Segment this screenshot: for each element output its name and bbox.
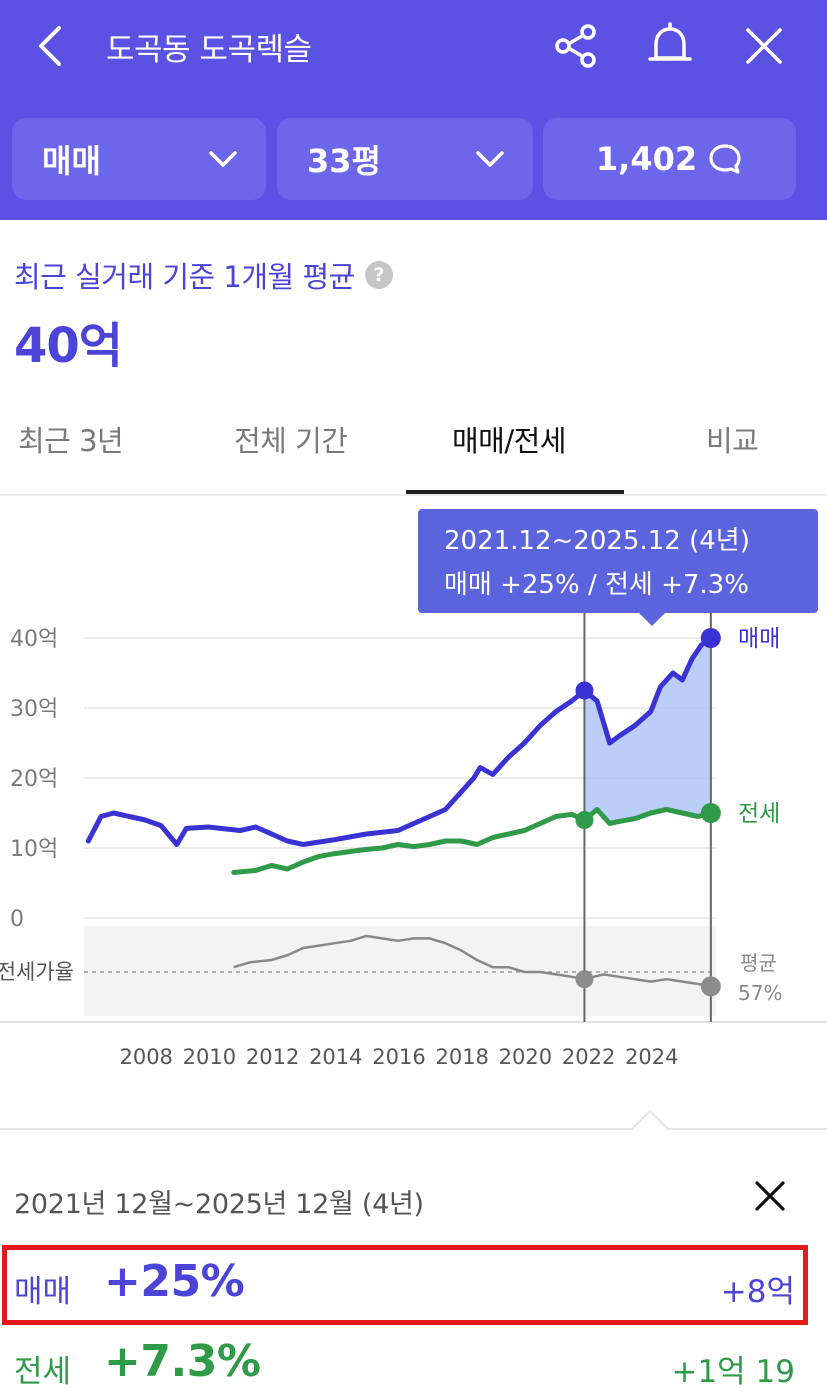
page-title: 도곡동 도곡렉슬	[106, 32, 312, 68]
price-basis-label: 최근 실거래 기준 1개월 평균 ?	[14, 254, 393, 296]
jeonse-change-row: 전세 +7.3% +1억 19	[0, 1326, 827, 1393]
tab-full-period[interactable]: 전체 기간	[234, 424, 348, 458]
help-icon[interactable]: ?	[364, 261, 393, 289]
jeonse-amount: +1억 19	[671, 1354, 795, 1390]
sale-change-row: 매매 +25% +8억	[0, 1246, 827, 1326]
detail-divider	[0, 1128, 827, 1130]
y-tick-label: 20억	[10, 767, 58, 792]
sale-amount: +8억	[720, 1274, 795, 1310]
sale-percent: +25%	[104, 1256, 245, 1307]
tab-sale-jeonse[interactable]: 매매/전세	[452, 424, 567, 458]
sale-series-line	[85, 635, 714, 847]
jeonse-series-line	[231, 807, 714, 875]
back-button[interactable]	[22, 18, 78, 74]
sale-label: 매매	[14, 1274, 72, 1310]
sale-end-point	[700, 628, 721, 648]
ratio-start-point	[575, 970, 594, 989]
jeonse-percent: +7.3%	[104, 1336, 261, 1387]
selection-area	[584, 638, 711, 824]
x-tick-label: 2022	[562, 1045, 615, 1069]
tab-compare[interactable]: 비교	[706, 424, 759, 458]
tab-recent-3y[interactable]: 최근 3년	[18, 424, 124, 458]
back-arrow-icon	[39, 26, 61, 66]
jeonse-end-point	[700, 803, 721, 823]
comment-count: 1,402	[595, 140, 698, 178]
close-button[interactable]	[736, 18, 792, 74]
comments-button[interactable]: 1,402	[543, 118, 796, 200]
notification-button[interactable]	[642, 18, 698, 74]
comment-bubble-icon	[709, 144, 741, 174]
jeonse-start-point	[575, 811, 594, 829]
range-tooltip: 2021.12~2025.12 (4년) 매매 +25% / 전세 +7.3%	[418, 509, 818, 613]
y-tick-label: 10억	[10, 837, 58, 862]
x-tick-label: 2024	[625, 1045, 678, 1069]
x-tick-label: 2014	[309, 1045, 362, 1069]
price-basis-text: 최근 실거래 기준 1개월 평균	[14, 260, 355, 294]
x-tick-label: 2018	[435, 1045, 488, 1069]
sale-row-highlight	[2, 1245, 808, 1325]
share-button[interactable]	[548, 18, 604, 74]
size-value: 33평	[307, 142, 381, 180]
x-tick-label: 2008	[119, 1045, 172, 1069]
ratio-label: 전세가율	[0, 960, 74, 984]
average-price: 40억	[14, 318, 123, 374]
detail-period: 2021년 12월~2025년 12월 (4년)	[14, 1189, 424, 1220]
share-icon	[555, 24, 596, 68]
y-tick-label: 40억	[10, 627, 58, 652]
jeonse-label: 전세	[14, 1354, 72, 1390]
y-tick-label: 0	[10, 907, 24, 932]
chevron-down-icon	[209, 151, 237, 167]
ratio-average-value: 57%	[738, 981, 782, 1005]
x-tick-label: 2020	[499, 1045, 552, 1069]
size-dropdown[interactable]: 33평	[277, 118, 533, 200]
sale-start-point	[575, 681, 594, 700]
ratio-average-label: 평균	[740, 951, 777, 975]
jeonse-end-label: 전세	[738, 801, 780, 827]
tooltip-pointer	[638, 612, 666, 626]
sale-end-label: 매매	[738, 626, 780, 652]
chevron-down-icon	[476, 151, 504, 167]
header-bar: 도곡동 도곡렉슬 매매	[0, 0, 827, 220]
chart-tabs: 최근 3년 전체 기간 매매/전세 비교	[0, 396, 827, 496]
y-tick-label: 30억	[10, 697, 58, 722]
x-tick-label: 2010	[183, 1045, 236, 1069]
trade-type-dropdown[interactable]: 매매	[12, 118, 266, 200]
tooltip-range: 2021.12~2025.12 (4년)	[444, 526, 750, 556]
ratio-series-line	[233, 934, 712, 988]
x-tick-label: 2012	[246, 1045, 299, 1069]
bell-icon	[648, 22, 692, 61]
trade-type-value: 매매	[42, 142, 101, 180]
top-navigation: 도곡동 도곡렉슬	[0, 0, 827, 96]
ratio-end-point	[700, 976, 721, 997]
tooltip-change: 매매 +25% / 전세 +7.3%	[444, 570, 749, 600]
close-icon	[755, 1181, 785, 1211]
close-icon	[746, 28, 782, 64]
detail-close-button[interactable]	[744, 1170, 796, 1222]
x-tick-label: 2016	[372, 1045, 425, 1069]
active-tab-indicator	[406, 490, 624, 494]
